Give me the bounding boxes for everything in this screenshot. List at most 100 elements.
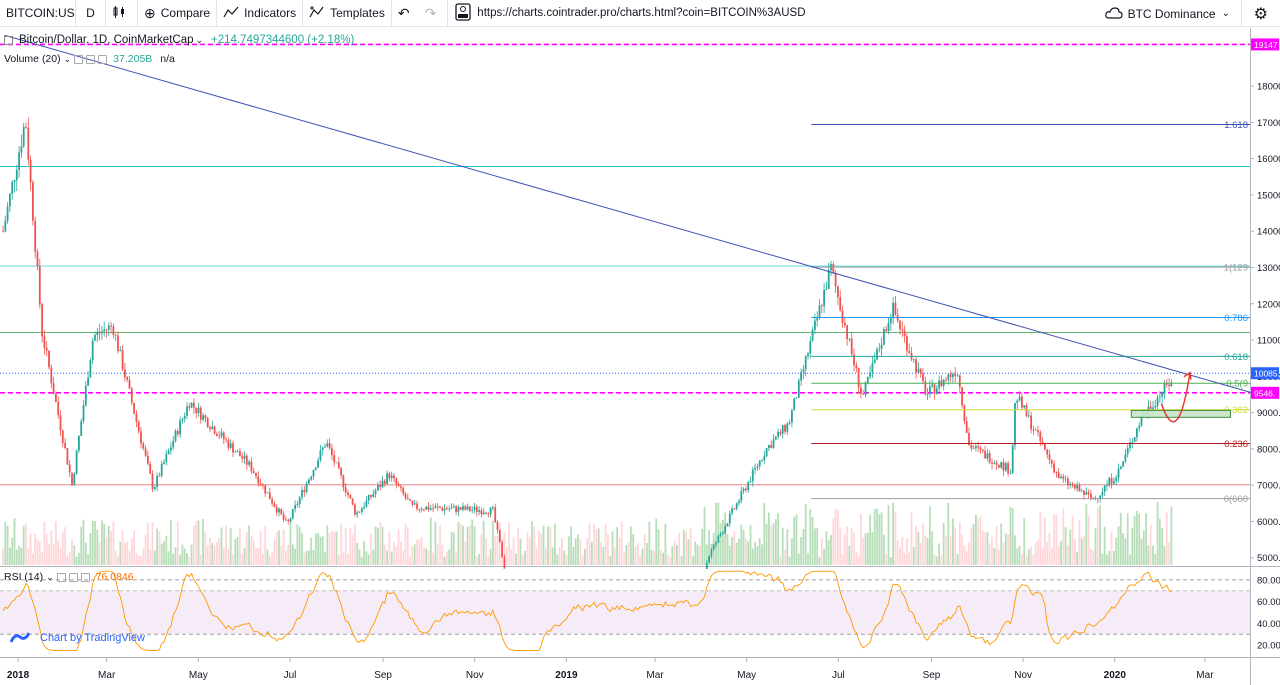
volume-bar	[977, 518, 980, 565]
close-icon[interactable]	[98, 54, 108, 64]
candle-body	[209, 427, 211, 430]
templates-button[interactable]: Templates	[303, 0, 392, 27]
candle-body	[899, 320, 901, 330]
chart-style-button[interactable]	[106, 0, 138, 27]
time-axis-label: May	[189, 670, 208, 681]
candle-body	[55, 394, 57, 402]
candle-body	[400, 486, 402, 488]
volume-bar	[80, 526, 83, 565]
settings-button[interactable]: ⚙	[1248, 0, 1274, 27]
volume-bar	[190, 544, 193, 565]
volume-bar	[876, 508, 878, 565]
volume-bar	[469, 525, 471, 565]
volume-bar	[965, 551, 968, 565]
volume-bar	[1136, 510, 1138, 565]
candle-body	[1110, 478, 1113, 484]
settings-icon[interactable]	[86, 54, 96, 64]
volume-bar	[1170, 506, 1173, 565]
volume-bar	[558, 546, 561, 565]
eye-icon[interactable]	[56, 572, 66, 582]
legend-collapse-icon[interactable]	[4, 35, 13, 45]
candle-body	[328, 443, 331, 449]
volume-bar	[724, 512, 727, 565]
price-chart[interactable]: 1.618 1(129 0.786 0.618 0.5(9 0.382 0.236 0(660…	[0, 28, 1280, 685]
volume-bar	[1046, 542, 1049, 565]
close-icon[interactable]	[80, 572, 90, 582]
candle-body	[1103, 485, 1106, 492]
candle-body	[795, 397, 798, 399]
volume-bar	[232, 554, 234, 565]
candle-body	[841, 310, 844, 323]
redo-button[interactable]: ↷	[419, 0, 449, 27]
time-axis-label: 2018	[7, 670, 30, 681]
candle-body	[908, 350, 911, 353]
candle-body	[287, 519, 290, 522]
volume-bar	[745, 538, 747, 565]
volume-bar	[471, 519, 474, 565]
indicators-button[interactable]: Indicators	[217, 0, 304, 27]
price-axis-label: 15000.00	[1257, 190, 1280, 201]
volume-bar	[1101, 553, 1104, 565]
candle-body	[1140, 415, 1143, 426]
volume-bar	[823, 548, 826, 565]
volume-bar	[602, 547, 605, 565]
volume-bar	[174, 547, 177, 565]
candle-body	[216, 433, 218, 436]
candle-body	[59, 415, 62, 431]
volume-bar	[13, 518, 16, 565]
time-axis-label: Nov	[1014, 670, 1032, 681]
volume-bar	[682, 530, 685, 565]
candle-body	[970, 444, 973, 449]
volume-bar	[961, 534, 964, 565]
volume-bar	[634, 546, 637, 565]
volume-bar	[434, 521, 437, 565]
symbol-search[interactable]: BITCOIN:USD	[0, 0, 76, 27]
candle-body	[774, 436, 777, 440]
volume-bar	[193, 525, 195, 565]
tradingview-watermark[interactable]: Chart by TradingView	[9, 631, 145, 644]
volume-bar	[443, 556, 446, 565]
eye-icon[interactable]	[74, 54, 84, 64]
settings-icon[interactable]	[68, 572, 78, 582]
candle-body	[837, 286, 839, 298]
interval-button[interactable]: D	[76, 0, 106, 27]
undo-button[interactable]: ↶	[392, 0, 419, 27]
chevron-down-icon[interactable]: ⌄	[46, 571, 54, 582]
volume-bar	[34, 533, 37, 565]
candle-body	[34, 220, 37, 252]
candle-body	[296, 504, 299, 506]
volume-bar	[717, 502, 720, 565]
candle-body	[142, 443, 145, 449]
candle-body	[151, 473, 154, 490]
volume-bar	[655, 518, 658, 565]
candle-body	[901, 329, 904, 331]
candle-body	[473, 506, 476, 510]
volume-bar	[554, 523, 556, 565]
volume-bar	[995, 525, 998, 565]
volume-bar	[708, 530, 711, 565]
btc-dominance-select[interactable]: BTC Dominance ⌄	[1099, 0, 1242, 27]
volume-bar	[738, 538, 740, 565]
chevron-down-icon[interactable]: ⌄	[195, 34, 204, 45]
volume-bar	[480, 534, 483, 565]
candle-body	[78, 435, 80, 451]
volume-bar	[669, 556, 671, 565]
candle-body	[416, 503, 418, 509]
volume-bar	[915, 525, 918, 565]
candle-body	[388, 473, 391, 479]
candle-body	[965, 421, 968, 433]
volume-bar	[1142, 530, 1145, 565]
candle-body	[1076, 485, 1079, 489]
price-axis-label: 18000.00	[1257, 82, 1280, 93]
url-bar[interactable]: https://charts.cointrader.pro/charts.htm…	[448, 0, 811, 27]
chevron-down-icon[interactable]: ⌄	[63, 53, 72, 64]
candle-body	[110, 325, 113, 327]
candle-body	[1117, 468, 1120, 478]
volume-bar	[993, 548, 996, 565]
candle-body	[797, 380, 800, 398]
candle-body	[1000, 462, 1003, 468]
candle-body	[333, 455, 336, 463]
candle-body	[383, 480, 386, 484]
volume-bar	[1011, 508, 1014, 565]
compare-button[interactable]: ⊕ Compare	[138, 0, 218, 27]
